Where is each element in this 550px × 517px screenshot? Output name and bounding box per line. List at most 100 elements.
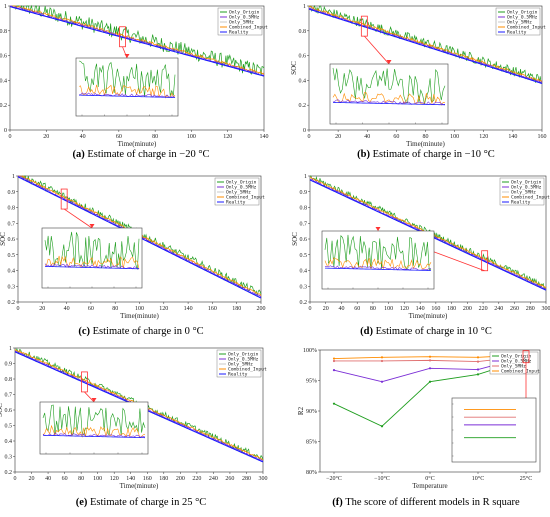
caption-text: Estimate of charge in 10 °C	[373, 326, 492, 337]
y-tick-label: 0.6	[0, 54, 7, 60]
x-tick-label: 160	[143, 476, 152, 482]
inset-series-reality	[42, 434, 146, 439]
zoom-inset	[39, 401, 149, 455]
y-tick-label: 1	[9, 346, 12, 352]
x-tick-label: 60	[62, 476, 68, 482]
legend-label: Only_0.5MHz	[228, 357, 259, 363]
x-tick-label: 20	[323, 306, 329, 312]
x-tick-label: 80	[152, 134, 158, 140]
x-tick-label: 180	[447, 306, 456, 312]
zoom-arrowhead	[91, 398, 97, 402]
legend-label: Reality	[507, 30, 527, 36]
y-tick-label: 0.8	[8, 206, 16, 212]
legend-label: Only_5MHz	[229, 20, 254, 26]
inset-frame	[75, 57, 179, 117]
y-axis-label: R2	[297, 406, 305, 415]
x-tick-label: 80	[78, 476, 84, 482]
y-tick-label: 0.2	[5, 470, 13, 476]
legend-label: Reality	[229, 30, 249, 36]
y-tick-label: 0.7	[300, 221, 308, 227]
data-point-only-origin	[380, 425, 384, 428]
x-tick-label: 140	[184, 306, 193, 312]
x-axis-label: Time(minute)	[120, 482, 159, 490]
data-point-only-5mhz	[428, 359, 432, 362]
x-axis-label: Time(minute)	[118, 140, 157, 148]
inset-series-reality	[44, 266, 140, 270]
x-tick-label: 240	[494, 306, 503, 312]
x-tick-label: 100	[93, 476, 102, 482]
inset-series-only-origin	[44, 231, 140, 270]
inset-series-only-origin	[332, 67, 446, 105]
x-tick-label: 220	[479, 306, 488, 312]
x-tick-label: 120	[479, 134, 488, 140]
legend-label: Only_Origin	[229, 10, 260, 16]
legend-label: Combined_Input	[228, 367, 267, 373]
x-tick-label: 40	[364, 134, 370, 140]
y-tick-label: 0.5	[8, 253, 16, 259]
x-axis-label: Temperature	[412, 482, 447, 490]
zoom-inset	[329, 63, 449, 125]
legend: Only_OriginOnly_0.5MHzOnly_5MHzCombined_…	[216, 349, 267, 378]
y-tick-label: 90%	[306, 409, 317, 415]
y-tick-label: 0.2	[8, 300, 16, 306]
caption-text: Estimate of charge in −20 °C	[85, 149, 210, 160]
caption-letter: (d)	[360, 326, 373, 337]
x-tick-label: 25°C	[520, 475, 532, 482]
zoom-connector	[84, 391, 95, 403]
legend-label: Only_5MHz	[501, 364, 526, 370]
x-tick-label: 260	[510, 306, 519, 312]
legend-label: Only_0.5MHz	[511, 185, 542, 191]
x-tick-label: 20	[335, 134, 341, 140]
legend-label: Reality	[226, 200, 246, 206]
x-tick-label: 180	[159, 476, 168, 482]
caption-letter: (c)	[78, 326, 90, 337]
x-tick-label: 120	[110, 476, 119, 482]
inset-frame	[451, 397, 537, 463]
data-point-only-origin	[476, 373, 480, 376]
x-tick-label: 160	[431, 306, 440, 312]
panel-caption: (f) The score of different models in R s…	[332, 497, 520, 508]
legend-label: Combined_Input	[511, 195, 550, 201]
inset-series-combined-input	[42, 424, 146, 439]
x-tick-label: 40	[338, 306, 344, 312]
y-tick-label: 0.5	[300, 253, 308, 259]
x-tick-label: 200	[176, 476, 185, 482]
x-tick-label: 160	[208, 306, 217, 312]
x-tick-label: 60	[116, 134, 122, 140]
inset-frame	[39, 401, 149, 455]
y-tick-label: 0.6	[5, 408, 13, 414]
zoom-arrowhead	[89, 224, 95, 228]
y-tick-label: 1	[304, 174, 307, 180]
x-tick-label: 80	[423, 134, 429, 140]
y-tick-label: 0.4	[0, 78, 7, 84]
x-tick-label: 300	[259, 476, 268, 482]
y-tick-label: 0.4	[299, 78, 307, 84]
x-tick-label: 120	[400, 306, 409, 312]
legend: Only_OriginOnly_0.5MHzOnly_5MHzCombined_…	[217, 7, 268, 36]
zoom-arrowhead	[375, 227, 381, 231]
inset-series-only-0-5mhz	[42, 432, 146, 438]
y-axis-label: SOC	[290, 61, 298, 75]
x-tick-label: 120	[223, 134, 232, 140]
zoom-connector	[63, 208, 93, 229]
zoom-connector	[364, 35, 390, 65]
legend-label: Reality	[511, 200, 531, 206]
x-tick-label: 100	[187, 134, 196, 140]
y-tick-label: 1	[12, 174, 15, 180]
x-tick-label: 40	[80, 134, 86, 140]
x-tick-label: 100	[450, 134, 459, 140]
legend-label: Only_Origin	[228, 352, 259, 358]
zoom-highlight	[60, 188, 68, 210]
x-tick-label: 100	[135, 306, 144, 312]
y-tick-label: 0.3	[300, 284, 308, 290]
y-tick-label: 0.2	[299, 103, 307, 109]
x-tick-label: 280	[526, 306, 535, 312]
zoom-inset	[41, 227, 143, 289]
inset-series-only-0-5mhz	[324, 265, 432, 271]
x-tick-label: 140	[508, 134, 517, 140]
data-point-only-0-5mhz	[380, 380, 384, 383]
legend-label: Only_5MHz	[228, 362, 253, 368]
caption-text: Estimate of charge in 0 °C	[90, 326, 204, 337]
x-tick-label: 60	[354, 306, 360, 312]
